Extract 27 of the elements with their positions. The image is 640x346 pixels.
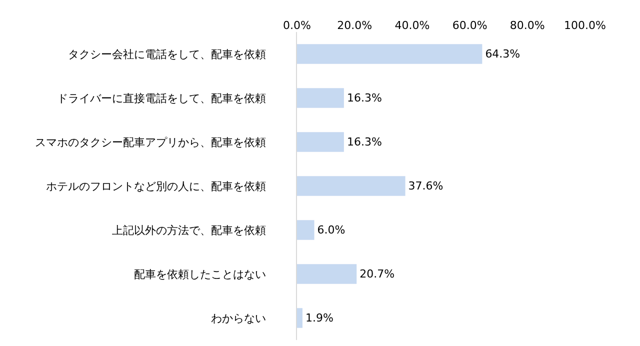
x-tick-label: 60.0%: [452, 18, 488, 32]
bar: [297, 308, 302, 328]
bar: [297, 132, 344, 152]
x-tick-label: 100.0%: [564, 18, 606, 32]
data-label: 1.9%: [305, 312, 334, 324]
y-tick-label: ドライバーに直接電話をして、配車を依頼: [56, 92, 266, 105]
y-tick-label: ホテルのフロントなど別の人に、配車を依頼: [46, 180, 266, 193]
data-label: 37.6%: [408, 180, 444, 192]
bar: [297, 44, 482, 64]
y-tick-label: タクシー会社に電話をして、配車を依頼: [68, 48, 266, 61]
y-tick-label: 配車を依頼したことはない: [134, 268, 266, 281]
bar: [297, 264, 357, 284]
y-tick-label: スマホのタクシー配車アプリから、配車を依頼: [34, 136, 266, 149]
x-tick-label: 0.0%: [283, 18, 311, 32]
y-tick-label: わからない: [210, 312, 266, 325]
data-label: 16.3%: [346, 136, 382, 148]
data-label: 16.3%: [346, 92, 382, 104]
x-tick-label: 40.0%: [394, 18, 430, 32]
x-tick-label: 20.0%: [337, 18, 372, 32]
bar: [297, 88, 344, 108]
bar: [297, 176, 406, 196]
x-tick-label: 80.0%: [510, 18, 545, 32]
bar: [297, 220, 314, 240]
data-label: 64.3%: [485, 48, 520, 60]
y-tick-label: 上記以外の方法で、配車を依頼: [112, 224, 266, 237]
data-label: 20.7%: [360, 268, 395, 280]
data-label: 6.0%: [317, 224, 346, 236]
